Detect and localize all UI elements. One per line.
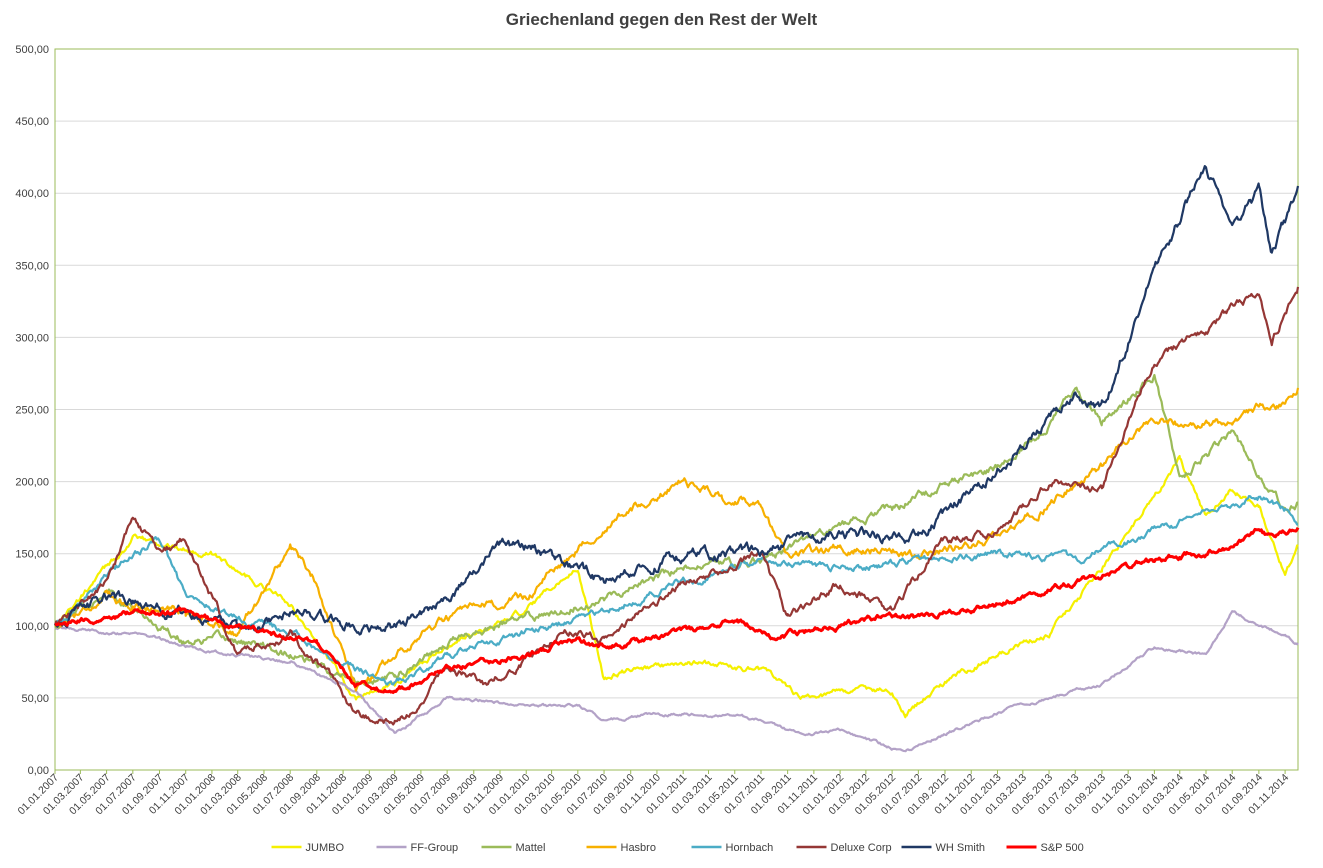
legend-label-s-p-500: S&P 500	[1041, 842, 1084, 854]
legend-label-ff-group: FF-Group	[411, 842, 459, 854]
series-line-hornbach	[54, 495, 1299, 686]
series-line-ff-group	[54, 610, 1299, 753]
y-tick-label: 500,00	[15, 44, 49, 56]
y-tick-label: 100,00	[15, 621, 49, 633]
y-tick-label: 50,00	[21, 693, 49, 705]
series-line-mattel	[54, 373, 1299, 687]
chart-title: Griechenland gegen den Rest der Welt	[505, 10, 818, 29]
legend-label-deluxe-corp: Deluxe Corp	[831, 842, 892, 854]
y-tick-label: 250,00	[15, 405, 49, 417]
legend-label-mattel: Mattel	[516, 842, 546, 854]
y-tick-label: 350,00	[15, 260, 49, 272]
y-tick-label: 400,00	[15, 188, 49, 200]
plot-area-border	[54, 48, 1299, 771]
y-tick-label: 150,00	[15, 549, 49, 561]
legend-label-jumbo: JUMBO	[306, 842, 345, 854]
legend-label-hasbro: Hasbro	[621, 842, 656, 854]
legend-label-wh-smith: WH Smith	[936, 842, 986, 854]
y-tick-label: 450,00	[15, 116, 49, 128]
y-tick-label: 200,00	[15, 477, 49, 489]
y-tick-label: 0,00	[28, 765, 49, 777]
series-line-wh-smith	[54, 165, 1300, 636]
series-line-jumbo	[54, 454, 1299, 719]
series-line-s-p-500	[54, 527, 1300, 694]
legend-label-hornbach: Hornbach	[726, 842, 774, 854]
series-line-deluxe-corp	[53, 286, 1300, 726]
series-line-hasbro	[54, 387, 1300, 692]
y-tick-label: 300,00	[15, 332, 49, 344]
